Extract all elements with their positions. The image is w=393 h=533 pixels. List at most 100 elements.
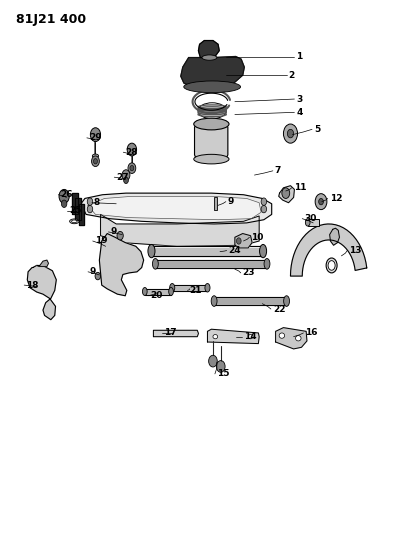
Ellipse shape (284, 296, 290, 306)
Text: 9: 9 (110, 228, 117, 237)
Circle shape (87, 198, 93, 205)
Ellipse shape (169, 287, 173, 295)
Circle shape (128, 163, 136, 173)
Circle shape (94, 159, 97, 164)
Ellipse shape (170, 284, 175, 292)
Circle shape (261, 198, 266, 205)
Text: 21: 21 (189, 286, 202, 295)
Text: 8: 8 (94, 198, 100, 207)
Polygon shape (88, 196, 261, 220)
Text: 5: 5 (314, 125, 320, 134)
Polygon shape (275, 328, 307, 349)
Polygon shape (72, 193, 78, 214)
Text: 10: 10 (252, 233, 264, 242)
Text: 24: 24 (229, 246, 241, 255)
Ellipse shape (202, 55, 217, 60)
Polygon shape (75, 198, 81, 220)
Circle shape (287, 130, 294, 138)
Circle shape (122, 169, 130, 180)
Ellipse shape (264, 259, 270, 269)
Ellipse shape (328, 261, 335, 270)
Circle shape (261, 205, 266, 213)
Text: 26: 26 (60, 190, 73, 199)
Circle shape (130, 165, 134, 171)
Polygon shape (214, 297, 286, 305)
Ellipse shape (248, 335, 253, 339)
Polygon shape (208, 329, 259, 344)
Polygon shape (279, 185, 294, 203)
Ellipse shape (92, 154, 99, 158)
Text: 29: 29 (89, 133, 101, 142)
Ellipse shape (194, 118, 229, 130)
Text: 27: 27 (116, 173, 129, 182)
Polygon shape (28, 265, 56, 320)
Ellipse shape (72, 220, 77, 223)
Ellipse shape (259, 245, 266, 258)
Ellipse shape (211, 296, 217, 306)
Text: 18: 18 (26, 280, 39, 289)
Bar (214, 197, 217, 211)
Bar (308, 219, 319, 225)
Ellipse shape (142, 287, 147, 295)
Text: 25: 25 (69, 206, 82, 215)
Circle shape (282, 188, 290, 198)
Circle shape (95, 272, 101, 280)
Polygon shape (37, 260, 48, 266)
Circle shape (315, 193, 327, 209)
Ellipse shape (296, 336, 301, 341)
Ellipse shape (184, 81, 241, 93)
Text: 9: 9 (228, 197, 234, 206)
Text: 23: 23 (243, 269, 255, 277)
Polygon shape (145, 289, 171, 295)
Text: 14: 14 (244, 332, 257, 341)
Circle shape (90, 128, 101, 142)
Circle shape (319, 198, 323, 205)
Text: 30: 30 (304, 214, 317, 223)
Text: 9: 9 (90, 268, 96, 276)
Circle shape (283, 124, 298, 143)
Text: 16: 16 (305, 328, 318, 337)
Ellipse shape (213, 335, 218, 339)
Ellipse shape (326, 258, 337, 273)
Circle shape (124, 177, 129, 183)
Polygon shape (172, 285, 208, 291)
Polygon shape (235, 233, 252, 248)
Polygon shape (330, 228, 340, 245)
Polygon shape (81, 193, 272, 224)
Circle shape (217, 361, 225, 372)
Polygon shape (181, 56, 244, 90)
Polygon shape (79, 204, 84, 225)
Text: 13: 13 (349, 246, 362, 255)
Ellipse shape (279, 333, 285, 338)
Text: 19: 19 (95, 237, 107, 246)
Polygon shape (155, 260, 267, 268)
Ellipse shape (305, 219, 310, 226)
Text: 15: 15 (217, 369, 230, 378)
Text: 28: 28 (125, 148, 138, 157)
Text: 17: 17 (164, 328, 177, 337)
Polygon shape (101, 214, 259, 246)
Circle shape (117, 231, 123, 240)
Text: 4: 4 (296, 108, 303, 117)
Ellipse shape (205, 284, 210, 292)
Text: 2: 2 (288, 70, 295, 79)
Circle shape (87, 205, 93, 213)
Text: 81J21 400: 81J21 400 (17, 13, 86, 27)
Circle shape (61, 200, 67, 207)
Text: 22: 22 (273, 304, 285, 313)
Circle shape (59, 189, 69, 203)
Polygon shape (99, 233, 143, 296)
Ellipse shape (194, 155, 229, 164)
Circle shape (92, 156, 99, 166)
Text: 12: 12 (330, 194, 342, 203)
Text: 7: 7 (275, 166, 281, 175)
Ellipse shape (148, 245, 155, 258)
Polygon shape (151, 246, 263, 256)
Circle shape (209, 356, 217, 367)
Ellipse shape (70, 219, 79, 224)
Polygon shape (195, 124, 228, 159)
Text: 20: 20 (150, 291, 163, 300)
Polygon shape (198, 41, 219, 58)
Ellipse shape (152, 259, 158, 269)
Text: 11: 11 (294, 183, 306, 192)
